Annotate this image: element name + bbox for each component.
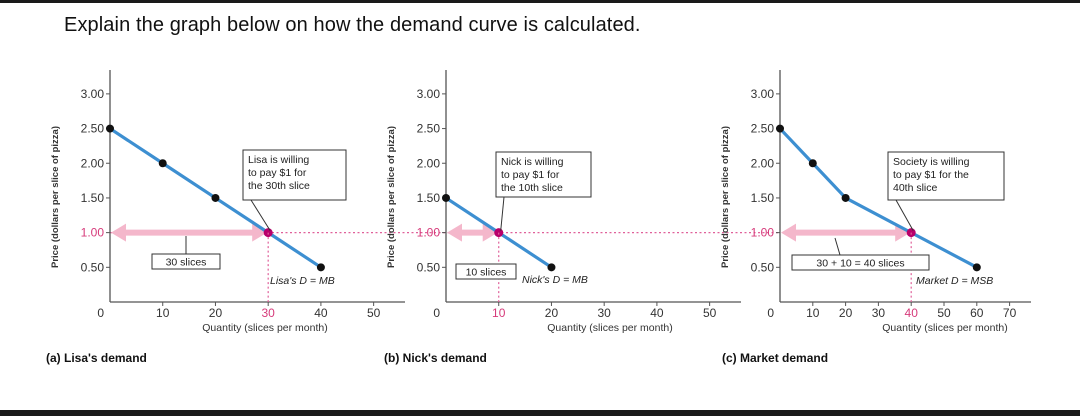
y-tick-label: 0.50 [751, 260, 775, 274]
y-tick-label: 2.00 [417, 156, 441, 170]
data-point [776, 124, 784, 133]
x-tick-label: 10 [492, 306, 506, 320]
x-tick-label: 20 [545, 306, 559, 320]
curve-label: Nick's D = MB [522, 274, 588, 286]
panel-label: (b) Nick's demand [384, 351, 487, 365]
curve-label: Market D = MSB [916, 275, 993, 287]
arrow-label-box [151, 253, 221, 270]
x-axis-title: Quantity (slices per month) [202, 322, 327, 334]
arrow-label: 30 slices [166, 257, 207, 269]
y-tick-label: 0.50 [81, 260, 105, 274]
arrow-label-box [455, 263, 517, 280]
arrow-label: 30 + 10 = 40 slices [816, 258, 904, 270]
data-point [841, 193, 850, 202]
curve-label: Lisa's D = MB [270, 275, 335, 287]
arrow-label: 10 slices [466, 267, 507, 279]
callout-line: Society is willing [893, 156, 970, 168]
callout-line: 40th slice [893, 182, 938, 194]
data-point [442, 193, 450, 202]
x-tick-label: 40 [314, 306, 328, 320]
quantity-arrow-left-head [781, 223, 796, 242]
callout-leader [500, 196, 505, 231]
y-tick-label: 0.50 [417, 260, 441, 274]
quantity-arrow-right-head [482, 223, 498, 242]
x-tick-label: 30 [262, 306, 276, 320]
y-tick-label: 2.00 [751, 156, 775, 170]
data-point [808, 159, 817, 168]
quantity-arrow-right-head [895, 223, 911, 242]
panel-market-demand: Price (dollars per slice of pizza) 3.00 2.… [720, 70, 1031, 365]
callout-line: to pay $1 for the [893, 169, 969, 181]
y-tick-label: 2.00 [81, 156, 105, 170]
panel-lisa-demand: Price (dollars per slice of pizza) 3.00 2.… [46, 70, 405, 365]
y-tick-label: 3.00 [81, 87, 105, 101]
y-tick-label: 1.50 [81, 191, 105, 205]
x-tick-label: 30 [872, 306, 886, 320]
y-tick-label: 1.00 [751, 226, 775, 240]
x-tick-label: 50 [703, 306, 717, 320]
data-point [972, 263, 981, 272]
x-tick-label: 50 [367, 306, 381, 320]
callout-box [495, 151, 592, 198]
quantity-arrow-right-head [252, 223, 268, 242]
y-tick-label: 3.00 [417, 87, 441, 101]
quantity-arrow-shaft [458, 229, 487, 236]
data-point [106, 124, 114, 133]
y-tick-label: 2.50 [417, 122, 441, 136]
callout-line: the 10th slice [501, 182, 563, 194]
data-point [316, 263, 325, 272]
callout-box [242, 149, 347, 201]
callout-line: to pay $1 for [248, 167, 307, 179]
y-tick-label: 2.50 [751, 122, 775, 136]
y-tick-label: 3.00 [751, 87, 775, 101]
y-tick-label: 1.50 [417, 191, 441, 205]
x-tick-label: 50 [937, 306, 951, 320]
data-point [547, 263, 556, 272]
x-tick-label: 60 [970, 306, 984, 320]
quantity-arrow-left-head [111, 223, 126, 242]
y-tick-label: 0 [767, 306, 774, 320]
callout-leader [895, 199, 914, 231]
panel-nick-demand: Price (dollars per slice of pizza) 3.00 2.… [384, 70, 741, 365]
x-tick-label: 20 [209, 306, 223, 320]
x-tick-label: 20 [839, 306, 853, 320]
x-tick-label: 40 [905, 306, 919, 320]
top-border [0, 0, 1080, 3]
y-tick-label: 1.00 [417, 226, 441, 240]
quantity-arrow-left-head [447, 223, 462, 242]
y-axis-title: Price (dollars per slice of pizza) [386, 126, 397, 268]
data-point [211, 193, 220, 202]
y-axis-title: Price (dollars per slice of pizza) [720, 126, 731, 268]
y-tick-label: 2.50 [81, 122, 105, 136]
callout-box [887, 151, 1005, 201]
y-tick-label: 1.50 [751, 191, 775, 205]
callout-leader [250, 199, 271, 231]
arrow-label-box [791, 254, 930, 271]
x-tick-label: 10 [806, 306, 820, 320]
callout-line: the 30th slice [248, 180, 310, 192]
x-tick-label: 40 [650, 306, 664, 320]
y-axis-title: Price (dollars per slice of pizza) [50, 126, 61, 268]
x-axis-title: Quantity (slices per month) [882, 322, 1007, 334]
callout-line: to pay $1 for [501, 169, 560, 181]
x-tick-label: 70 [1003, 306, 1017, 320]
y-tick-label: 1.00 [81, 226, 105, 240]
x-tick-label: 30 [598, 306, 612, 320]
x-axis-title: Quantity (slices per month) [547, 322, 672, 334]
data-point [158, 159, 167, 168]
y-tick-label: 0 [97, 306, 104, 320]
panel-label: (c) Market demand [722, 351, 828, 365]
arrow-label-leader [834, 237, 841, 256]
bottom-border [0, 410, 1080, 416]
quantity-arrow-shaft [122, 229, 257, 236]
y-tick-label: 0 [433, 306, 440, 320]
quantity-arrow-shaft [792, 229, 900, 236]
callout-line: Lisa is willing [248, 154, 309, 166]
callout-line: Nick is willing [501, 156, 564, 168]
question-text: Explain the graph below on how the deman… [64, 14, 641, 36]
x-tick-label: 10 [156, 306, 170, 320]
panel-label: (a) Lisa's demand [46, 351, 147, 365]
